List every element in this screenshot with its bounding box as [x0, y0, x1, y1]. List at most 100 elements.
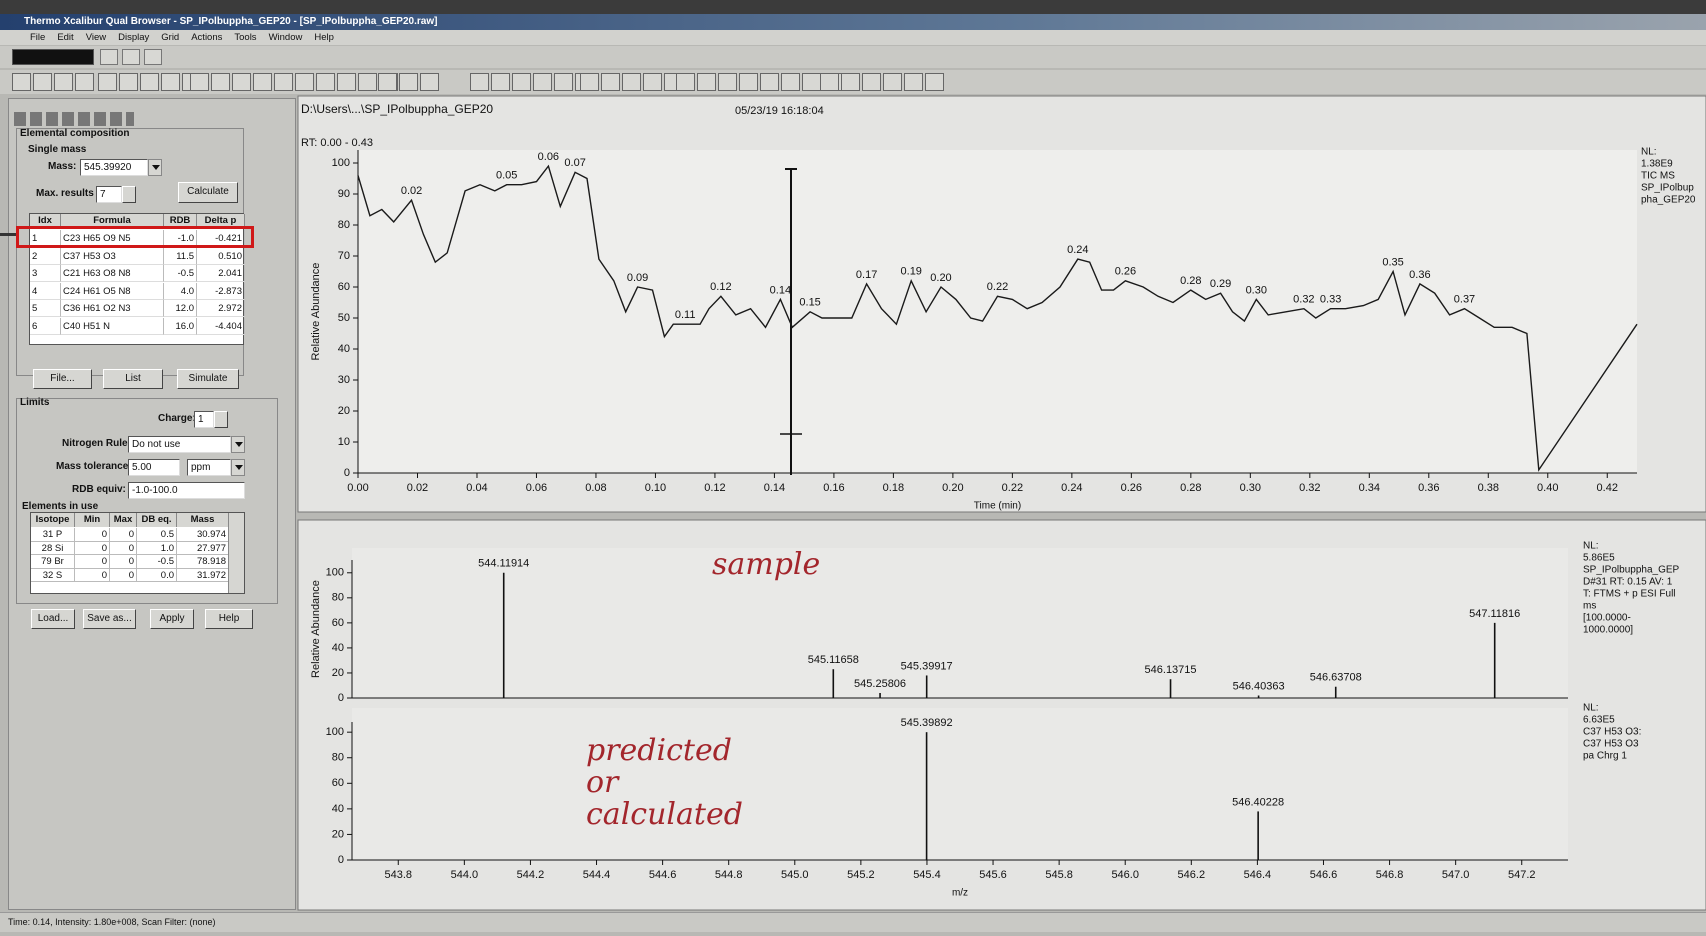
nitrogen-select[interactable]: Do not use: [128, 436, 231, 453]
nitrogen-dropdown[interactable]: [231, 436, 245, 453]
menu-item[interactable]: Edit: [57, 30, 73, 45]
tool-button[interactable]: [862, 73, 881, 91]
scan-info: TIC MS: [1641, 171, 1675, 182]
top-edge: [0, 0, 1706, 14]
tool-button[interactable]: [739, 73, 758, 91]
peak-label: 0.36: [1409, 269, 1430, 281]
tool-button[interactable]: [760, 73, 779, 91]
y-tick-label: 30: [338, 374, 350, 386]
spin-button[interactable]: [214, 411, 228, 428]
y-tick-label: 20: [332, 828, 344, 840]
tool-button[interactable]: [140, 73, 159, 91]
spin-button[interactable]: [122, 186, 136, 203]
table-cell: 3: [30, 265, 61, 282]
tool-button[interactable]: [54, 73, 73, 91]
peak-label: 0.11: [675, 309, 696, 321]
peak-label: 0.07: [564, 157, 585, 169]
menu-item[interactable]: View: [86, 30, 106, 45]
peak-label: 0.02: [401, 185, 422, 197]
combo-box[interactable]: [12, 49, 94, 65]
calculate-button[interactable]: Calculate: [178, 182, 238, 203]
tool-button[interactable]: [316, 73, 335, 91]
tool-button[interactable]: [676, 73, 695, 91]
peak-label: 0.06: [538, 151, 559, 163]
handwritten-note: or: [586, 765, 620, 800]
button[interactable]: Help: [205, 609, 253, 629]
x-tick-label: 545.0: [781, 869, 809, 881]
button[interactable]: Simulate: [177, 369, 239, 389]
y-tick-label: 100: [326, 726, 344, 738]
tool-button[interactable]: [33, 73, 52, 91]
tool-button[interactable]: [622, 73, 641, 91]
tool-button[interactable]: [554, 73, 573, 91]
tool-button[interactable]: [274, 73, 293, 91]
tool-button[interactable]: [75, 73, 94, 91]
scan-info: NL:: [1583, 541, 1599, 552]
tool-button[interactable]: [601, 73, 620, 91]
tool-button[interactable]: [841, 73, 860, 91]
unit-dropdown[interactable]: [231, 459, 245, 476]
menu-item[interactable]: Actions: [191, 30, 222, 45]
scan-info: pha_GEP20: [1641, 195, 1696, 206]
tool-button[interactable]: [470, 73, 489, 91]
tool-button[interactable]: [883, 73, 902, 91]
tool-button[interactable]: [643, 73, 662, 91]
menu-item[interactable]: Tools: [234, 30, 256, 45]
tool-button[interactable]: [533, 73, 552, 91]
menu-item[interactable]: Window: [269, 30, 303, 45]
tolerance-input[interactable]: 5.00: [128, 459, 180, 476]
tool-button[interactable]: [253, 73, 272, 91]
tool-button[interactable]: [781, 73, 800, 91]
tool-button[interactable]: [491, 73, 510, 91]
table-cell: 0: [75, 528, 110, 542]
tool-button[interactable]: [12, 73, 31, 91]
tool-button[interactable]: [697, 73, 716, 91]
mass-input[interactable]: 545.39920: [80, 159, 148, 176]
tool-button[interactable]: [378, 73, 397, 91]
rdb-input[interactable]: -1.0-100.0: [128, 482, 245, 499]
menu-item[interactable]: File: [30, 30, 45, 45]
tool-button[interactable]: [802, 73, 821, 91]
tool-button[interactable]: [925, 73, 944, 91]
tolerance-unit[interactable]: ppm: [187, 459, 231, 476]
tool-button[interactable]: [190, 73, 209, 91]
max-results-input[interactable]: 7: [96, 186, 122, 203]
peak-label: 546.40228: [1232, 796, 1284, 808]
tool-button[interactable]: [718, 73, 737, 91]
tool-button[interactable]: [512, 73, 531, 91]
table-cell: 0: [110, 555, 137, 569]
max-results-label: Max. results: [36, 187, 94, 201]
tool-button[interactable]: [144, 49, 162, 65]
tool-button[interactable]: [580, 73, 599, 91]
tool-button[interactable]: [98, 73, 117, 91]
tool-button[interactable]: [119, 73, 138, 91]
menu-item[interactable]: Help: [314, 30, 334, 45]
button[interactable]: Save as...: [83, 609, 136, 629]
tool-button[interactable]: [358, 73, 377, 91]
tool-button[interactable]: [904, 73, 923, 91]
menu-item[interactable]: Grid: [161, 30, 179, 45]
peak-label: 0.19: [901, 266, 922, 278]
tool-button[interactable]: [295, 73, 314, 91]
tool-button[interactable]: [399, 73, 418, 91]
tool-button[interactable]: [122, 49, 140, 65]
mass-dropdown[interactable]: [148, 159, 162, 176]
status-bar: [0, 912, 1706, 932]
scrollbar[interactable]: [228, 513, 244, 593]
scan-info: SP_IPolbup: [1641, 183, 1694, 194]
tool-button[interactable]: [232, 73, 251, 91]
x-tick-label: 0.10: [645, 482, 666, 494]
tool-button[interactable]: [211, 73, 230, 91]
menu-item[interactable]: Display: [118, 30, 149, 45]
tool-button[interactable]: [337, 73, 356, 91]
button[interactable]: Apply: [150, 609, 194, 629]
x-tick-label: 0.14: [764, 482, 785, 494]
button[interactable]: File...: [33, 369, 92, 389]
tool-button[interactable]: [420, 73, 439, 91]
tool-button[interactable]: [820, 73, 839, 91]
charge-input[interactable]: 1: [194, 411, 214, 428]
button[interactable]: Load...: [31, 609, 75, 629]
tool-button[interactable]: [100, 49, 118, 65]
tool-button[interactable]: [161, 73, 180, 91]
button[interactable]: List: [103, 369, 163, 389]
